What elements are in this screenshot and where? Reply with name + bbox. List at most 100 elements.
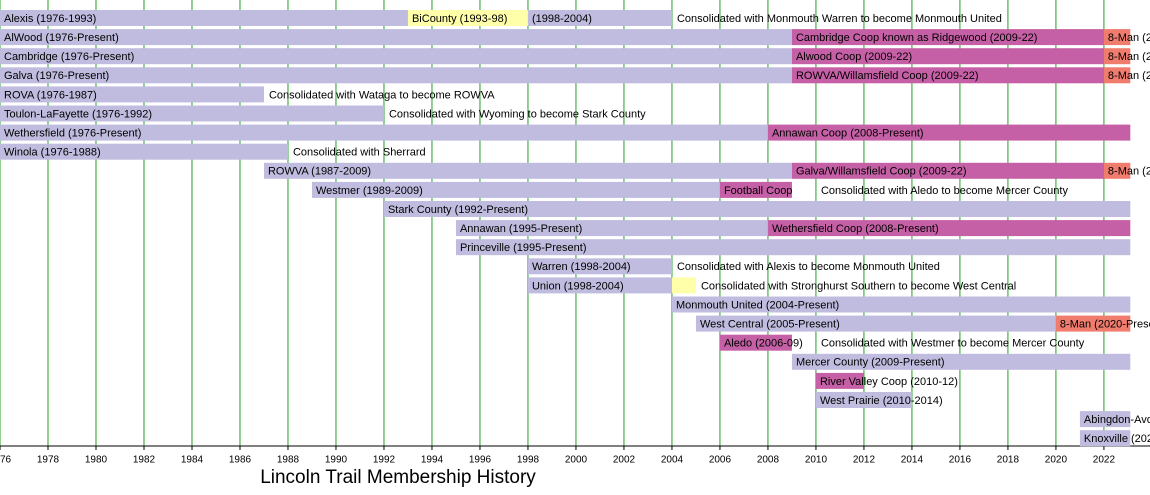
segment-bar [311,181,720,198]
segment-label: AlWood (1976-Present) [4,32,119,44]
segment-bar [1079,411,1131,428]
segment-label: Galva (1976-Present) [4,70,109,82]
segment-bar [1103,162,1131,179]
note: Consolidated with Monmouth Warren to bec… [677,13,1002,25]
segment-bar [1103,48,1131,65]
segment-label: Winola (1976-1988) [4,147,101,159]
x-tick-label: 2006 [709,455,732,466]
segment-bar [791,29,1104,46]
note: Consolidated with Stronghurst Southern t… [701,280,1016,292]
segment-bar [407,10,528,26]
x-tick-label: 1984 [181,455,204,466]
x-tick-label: 1996 [469,455,492,466]
segment-label: Alexis (1976-1993) [4,13,96,25]
segment-bar [263,162,792,179]
segment-label: 8-Man (2022-Present) [1108,166,1150,178]
segment-bar [767,220,1131,237]
x-tick-label: 1998 [517,455,540,466]
segment-bar [815,372,864,389]
segment-bar [0,105,384,122]
x-tick-label: 2022 [1093,455,1116,466]
segment-bar [671,277,696,294]
x-tick-label: 1980 [85,455,108,466]
x-tick-label: 2000 [565,455,588,466]
segment-bar [527,277,672,294]
segment-bar [719,181,792,198]
note: Consolidated with Wataga to become ROWVA [269,89,495,101]
segment-label: ROWVA (1987-2009) [268,166,371,178]
segment-label: Galva/Willamsfield Coop (2009-22) [796,166,967,178]
segment-label: Wethersfield Coop (2008-Present) [772,223,939,235]
segment-label: Stark County (1992-Present) [388,204,528,216]
x-tick-label: 1978 [37,455,60,466]
x-tick-label: 2014 [901,455,924,466]
x-tick-label: 2008 [757,455,780,466]
segment-bar [383,201,1131,217]
segment-label: Cambridge Coop known as Ridgewood (2009-… [796,32,1038,44]
segment-bar [767,124,1131,141]
segment-label: Union (1998-2004) [532,280,624,292]
segment-label: Princeville (1995-Present) [460,242,587,254]
segment-label: BiCounty (1993-98) [412,13,507,25]
segment-bar [791,48,1104,65]
segment-label: River Valley Coop (2010-12) [820,376,958,388]
segment-bar [455,239,1131,256]
segment-label: West Prairie (2010-2014) [820,395,943,407]
segment-label: Warren (1998-2004) [532,261,631,273]
segment-bar [719,334,792,351]
segment-label: ROVA (1976-1987) [4,89,97,101]
segment-label: Cambridge (1976-Present) [4,51,134,63]
segment-bar [0,67,792,84]
x-tick-label: 2012 [853,455,876,466]
x-tick-label: 2002 [613,455,636,466]
segment-bar [527,10,672,26]
segment-label: Football Coop [724,185,793,197]
note: Consolidated with Alexis to become Monmo… [677,261,940,273]
segment-bar [815,392,912,408]
segment-label: 8-Man (2022-Present) [1108,70,1150,82]
segment-label: 8-Man (2022-Present) [1108,51,1150,63]
segment-label: West Central (2005-Present) [700,319,840,331]
segment-bar [0,86,264,103]
note: Consolidated with Sherrard [293,147,426,159]
segment-label: Monmouth United (2004-Present) [676,299,839,311]
segment-label: 8-Man (2020-Present) [1060,319,1150,331]
segment-label: Mercer County (2009-Present) [796,357,945,369]
segment-bar [791,353,1131,370]
note: Consolidated with Westmer to become Merc… [821,338,1085,350]
segment-bar [791,67,1104,84]
segment-label: Abingdon-Avon (2021-Present) [1084,414,1150,426]
segment-label: Annawan (1995-Present) [460,223,582,235]
segment-label: Annawan Coop (2008-Present) [772,128,924,140]
segment-bar [0,29,792,46]
chart-title: Lincoln Trail Membership History [260,467,536,488]
x-tick-label: 2004 [661,455,684,466]
x-tick-label: 1988 [277,455,300,466]
segment-label: Wethersfield (1976-Present) [4,128,141,140]
x-tick-label: 1976 [0,455,12,466]
segment-bar [0,10,408,26]
segment-label: Alwood Coop (2009-22) [796,51,912,63]
segment-bar [0,143,288,160]
x-tick-label: 2020 [1045,455,1068,466]
segment-bar [791,162,1104,179]
segment-label: 8-Man (2022-Present) [1108,32,1150,44]
x-tick-label: 1990 [325,455,348,466]
x-tick-label: 1992 [373,455,396,466]
segment-label: Toulon-LaFayette (1976-1992) [4,108,152,120]
segment-bar [0,48,792,65]
segment-bar [0,124,768,141]
x-tick-label: 1994 [421,455,444,466]
segment-bar [671,296,1131,313]
segment-bar [1079,430,1131,447]
x-tick-label: 1986 [229,455,252,466]
segment-label: Westmer (1989-2009) [316,185,423,197]
segment-label: (1998-2004) [532,13,592,25]
segment-bar [1103,29,1131,46]
segment-label: ROWVA/Willamsfield Coop (2009-22) [796,70,979,82]
segment-bar [1103,67,1131,84]
segment-label: Knoxville (2021-Present) [1084,433,1150,445]
segment-label: Aledo (2006-09) [724,338,803,350]
x-tick-label: 1982 [133,455,156,466]
